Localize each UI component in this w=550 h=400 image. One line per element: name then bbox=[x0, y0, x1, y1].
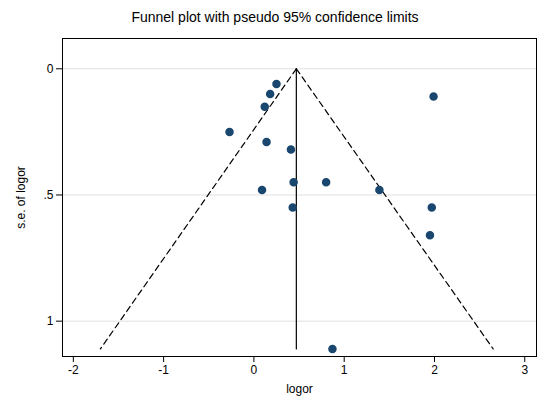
svg-text:0: 0 bbox=[47, 62, 54, 76]
svg-text:s.e. of logor: s.e. of logor bbox=[14, 166, 28, 229]
svg-text:logor: logor bbox=[286, 382, 313, 396]
svg-text:2: 2 bbox=[431, 363, 438, 377]
svg-text:3: 3 bbox=[521, 363, 528, 377]
svg-text:0: 0 bbox=[251, 363, 258, 377]
html-text:Funnel plot with pseudo 95% co: Funnel plot with pseudo 95% confidence l… bbox=[131, 9, 419, 25]
svg-text:.5: .5 bbox=[43, 188, 53, 202]
svg-text:1: 1 bbox=[47, 314, 54, 328]
svg-text:1: 1 bbox=[341, 363, 348, 377]
svg-text:-1: -1 bbox=[158, 363, 169, 377]
svg-text:-2: -2 bbox=[68, 363, 79, 377]
